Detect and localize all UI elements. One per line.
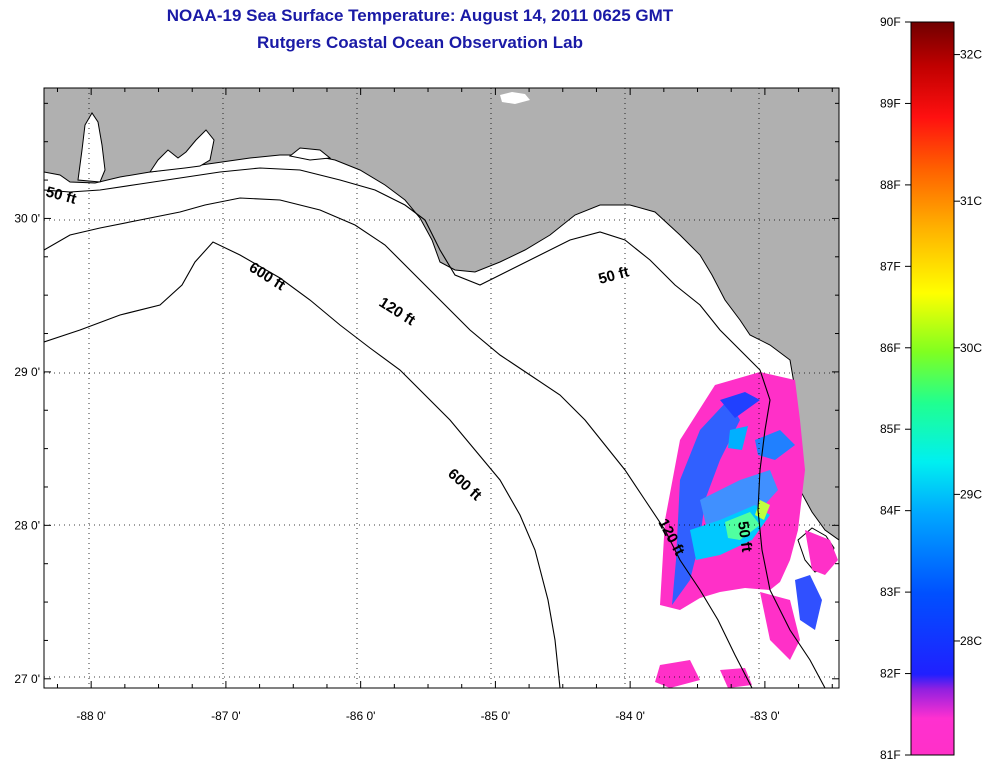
colorbar: 90F 89F 88F 87F 86F 85F 84F 83F 82F 81F 32C 31C 30C 2… bbox=[880, 15, 982, 762]
sst-swath bbox=[655, 372, 838, 688]
map-title: NOAA-19 Sea Surface Temperature: August … bbox=[166, 6, 674, 25]
colorbar-c-label: 30C bbox=[960, 341, 982, 355]
contour-label: 50 ft bbox=[734, 520, 755, 553]
colorbar-c-label: 29C bbox=[960, 487, 982, 501]
lat-tick-label: 30 0' bbox=[14, 211, 40, 225]
colorbar-f-label: 88F bbox=[880, 178, 901, 192]
colorbar-f-label: 85F bbox=[880, 422, 901, 436]
map-frame bbox=[43, 87, 840, 689]
colorbar-f-label: 82F bbox=[880, 667, 901, 681]
colorbar-f-label: 86F bbox=[880, 341, 901, 355]
lon-tick-label: -83 0' bbox=[750, 709, 780, 723]
lon-tick-label: -84 0' bbox=[615, 709, 645, 723]
lat-tick-label: 27 0' bbox=[14, 672, 40, 686]
colorbar-f-label: 83F bbox=[880, 585, 901, 599]
mobile-bay bbox=[77, 112, 106, 183]
lon-tick-label: -85 0' bbox=[481, 709, 511, 723]
lon-tick-label: -88 0' bbox=[76, 709, 106, 723]
colorbar-f-label: 89F bbox=[880, 96, 901, 110]
colorbar-f-label: 87F bbox=[880, 259, 901, 273]
colorbar-f-label: 81F bbox=[880, 748, 901, 762]
colorbar-c-label: 32C bbox=[960, 48, 982, 62]
colorbar-c-label: 31C bbox=[960, 194, 982, 208]
contour-120ft bbox=[44, 197, 753, 688]
colorbar-f-label: 84F bbox=[880, 504, 901, 518]
pensacola-bay bbox=[148, 129, 215, 173]
apalachicola-bay bbox=[288, 147, 332, 161]
lon-tick-label: -86 0' bbox=[346, 709, 376, 723]
axes: -88 0' -87 0' -86 0' -85 0' -84 0' -83 0' 30 0… bbox=[14, 88, 839, 723]
lat-tick-label: 29 0' bbox=[14, 365, 40, 379]
colorbar-f-label: 90F bbox=[880, 15, 901, 29]
grid-lines bbox=[44, 88, 839, 688]
map-subtitle: Rutgers Coastal Ocean Observation Lab bbox=[257, 33, 583, 52]
colorbar-c-label: 28C bbox=[960, 634, 982, 648]
lake-spot bbox=[500, 92, 530, 104]
colorbar-gradient bbox=[910, 21, 955, 756]
contour-600ft bbox=[44, 241, 561, 688]
lat-tick-label: 28 0' bbox=[14, 518, 40, 532]
lon-tick-label: -87 0' bbox=[211, 709, 241, 723]
